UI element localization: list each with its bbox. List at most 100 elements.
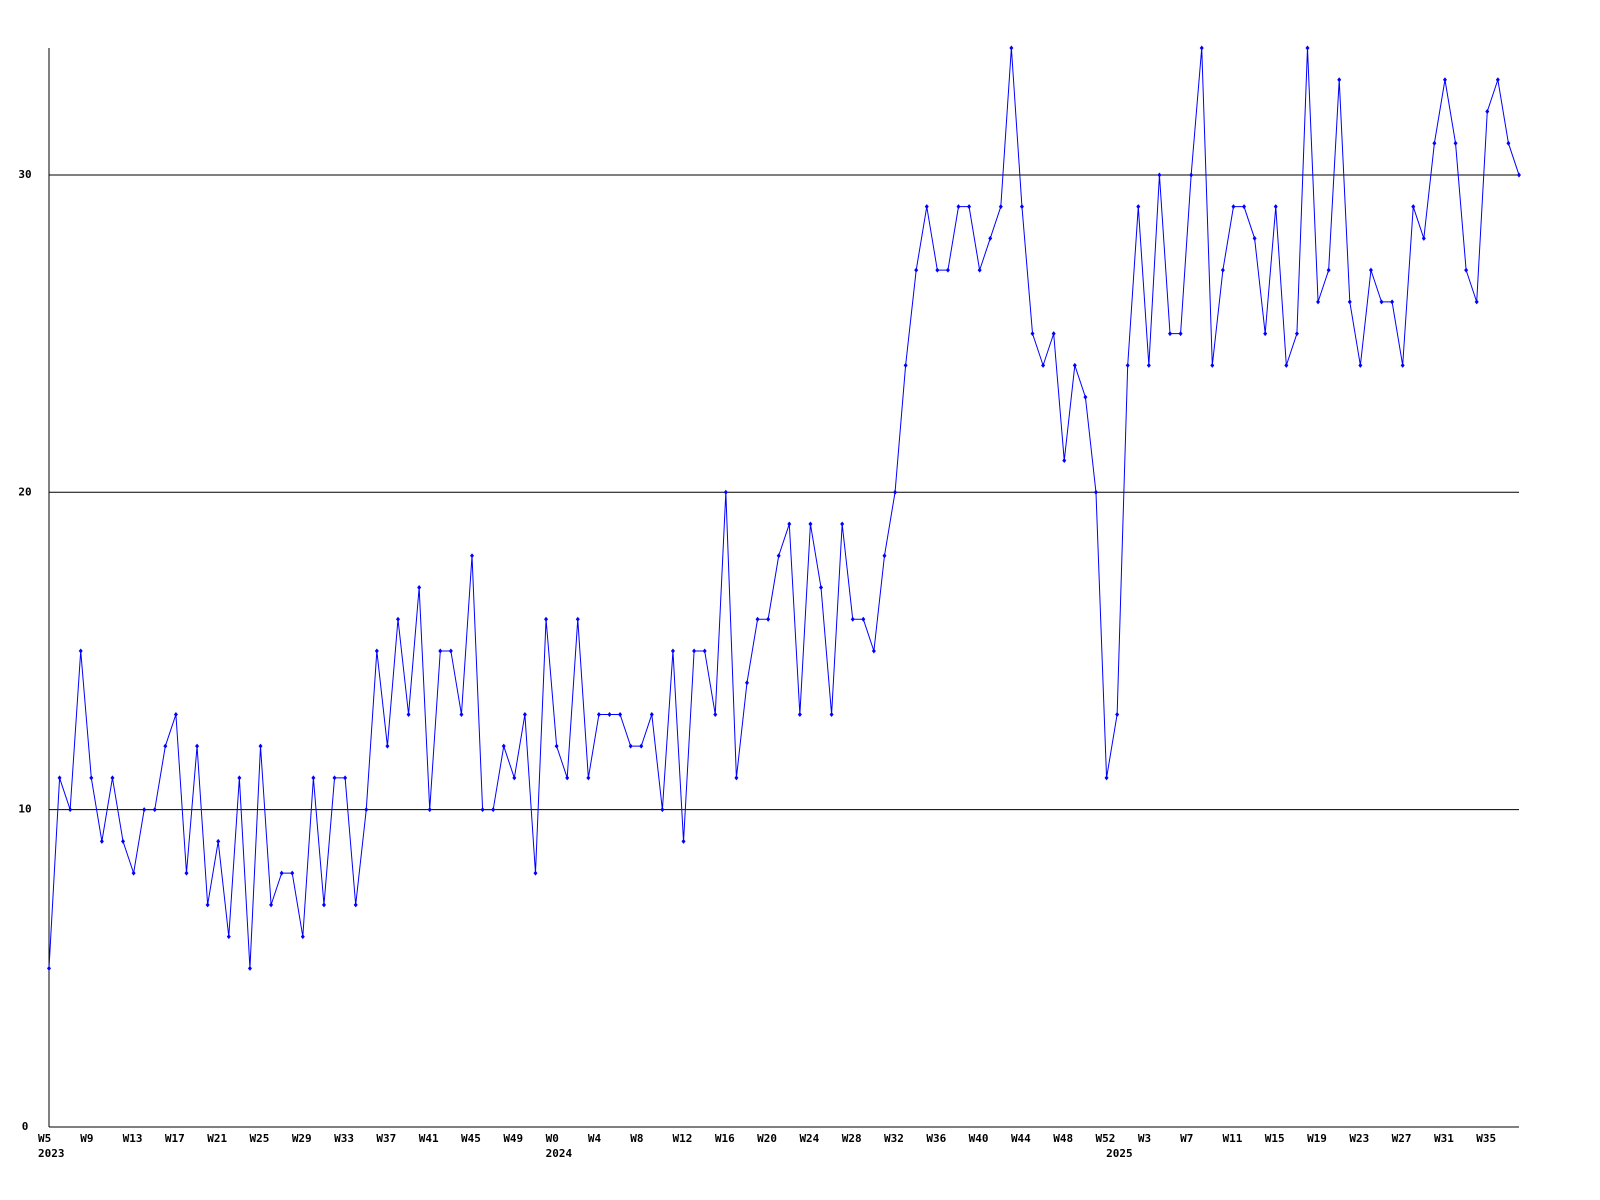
data-point xyxy=(142,807,147,813)
data-point xyxy=(734,775,739,781)
data-point xyxy=(1168,331,1173,337)
data-point xyxy=(57,775,62,781)
x-tick-label: W23 xyxy=(1349,1132,1369,1145)
x-tick-label: W28 xyxy=(842,1132,862,1145)
data-point xyxy=(1337,77,1342,83)
data-point xyxy=(1453,140,1458,146)
data-point xyxy=(871,648,876,654)
data-point xyxy=(374,648,379,654)
x-tick-label: W4 xyxy=(588,1132,602,1145)
data-point xyxy=(1030,331,1035,337)
data-point xyxy=(1041,362,1046,368)
x-tick-label: W48 xyxy=(1053,1132,1073,1145)
data-point xyxy=(512,775,517,781)
data-point xyxy=(1442,77,1447,83)
data-point xyxy=(216,838,221,844)
data-point xyxy=(311,775,316,781)
data-point xyxy=(914,267,919,273)
data-point xyxy=(776,553,781,559)
x-tick-label: W17 xyxy=(165,1132,185,1145)
data-point xyxy=(480,807,485,813)
x-tick-label: W31 xyxy=(1434,1132,1454,1145)
data-point xyxy=(110,775,115,781)
data-point xyxy=(1421,235,1426,241)
data-point xyxy=(121,838,126,844)
data-point xyxy=(395,616,400,622)
data-point xyxy=(1104,775,1109,781)
data-point xyxy=(766,616,771,622)
data-point xyxy=(1220,267,1225,273)
x-tick-label: W15 xyxy=(1265,1132,1285,1145)
data-point xyxy=(1072,362,1077,368)
data-point xyxy=(470,553,475,559)
x-tick-label: W21 xyxy=(207,1132,227,1145)
data-point xyxy=(1252,235,1257,241)
x-tick-label: W35 xyxy=(1476,1132,1496,1145)
data-point xyxy=(1273,204,1278,210)
x-tick-label: W25 xyxy=(250,1132,270,1145)
data-point xyxy=(893,489,898,495)
data-point xyxy=(1146,362,1151,368)
data-point xyxy=(269,902,274,908)
data-point xyxy=(173,711,178,717)
data-point xyxy=(1136,204,1141,210)
data-point xyxy=(1199,45,1204,51)
x-tick-label: W49 xyxy=(503,1132,523,1145)
data-point xyxy=(660,807,665,813)
data-point xyxy=(681,838,686,844)
data-point xyxy=(639,743,644,749)
x-tick-label: W24 xyxy=(799,1132,819,1145)
year-label: 2025 xyxy=(1106,1147,1133,1160)
data-point xyxy=(1368,267,1373,273)
data-point xyxy=(713,711,718,717)
x-tick-label: W7 xyxy=(1180,1132,1193,1145)
x-tick-label: W33 xyxy=(334,1132,354,1145)
data-point xyxy=(1284,362,1289,368)
data-point xyxy=(1242,204,1247,210)
data-point xyxy=(670,648,675,654)
x-tick-label: W19 xyxy=(1307,1132,1327,1145)
data-point xyxy=(977,267,982,273)
data-point xyxy=(226,934,231,940)
data-point xyxy=(945,267,950,273)
data-point xyxy=(1157,172,1162,178)
x-tick-label: W52 xyxy=(1096,1132,1116,1145)
data-point xyxy=(522,711,527,717)
x-tick-label: W29 xyxy=(292,1132,312,1145)
data-point xyxy=(850,616,855,622)
data-point xyxy=(1189,172,1194,178)
data-point xyxy=(903,362,908,368)
data-point xyxy=(491,807,496,813)
data-point xyxy=(205,902,210,908)
data-point xyxy=(967,204,972,210)
data-point xyxy=(1231,204,1236,210)
data-point xyxy=(163,743,168,749)
data-point xyxy=(586,775,591,781)
data-point xyxy=(1400,362,1405,368)
data-point xyxy=(47,965,51,971)
x-tick-label: W5 xyxy=(38,1132,51,1145)
data-point xyxy=(1294,331,1299,337)
x-tick-label: W44 xyxy=(1011,1132,1031,1145)
data-point xyxy=(533,870,538,876)
data-point xyxy=(861,616,866,622)
data-point xyxy=(596,711,601,717)
data-point xyxy=(332,775,337,781)
x-tick-label: W13 xyxy=(123,1132,143,1145)
x-tick-label: W32 xyxy=(884,1132,904,1145)
data-point xyxy=(956,204,961,210)
data-point xyxy=(808,521,813,527)
data-point xyxy=(78,648,83,654)
data-point xyxy=(998,204,1003,210)
data-point xyxy=(1474,299,1479,305)
data-point xyxy=(152,807,157,813)
data-point xyxy=(702,648,707,654)
x-tick-label: W9 xyxy=(80,1132,93,1145)
data-point xyxy=(755,616,760,622)
data-point xyxy=(575,616,580,622)
data-point xyxy=(1019,204,1024,210)
data-point xyxy=(321,902,326,908)
data-point xyxy=(290,870,295,876)
x-tick-label: W36 xyxy=(926,1132,946,1145)
